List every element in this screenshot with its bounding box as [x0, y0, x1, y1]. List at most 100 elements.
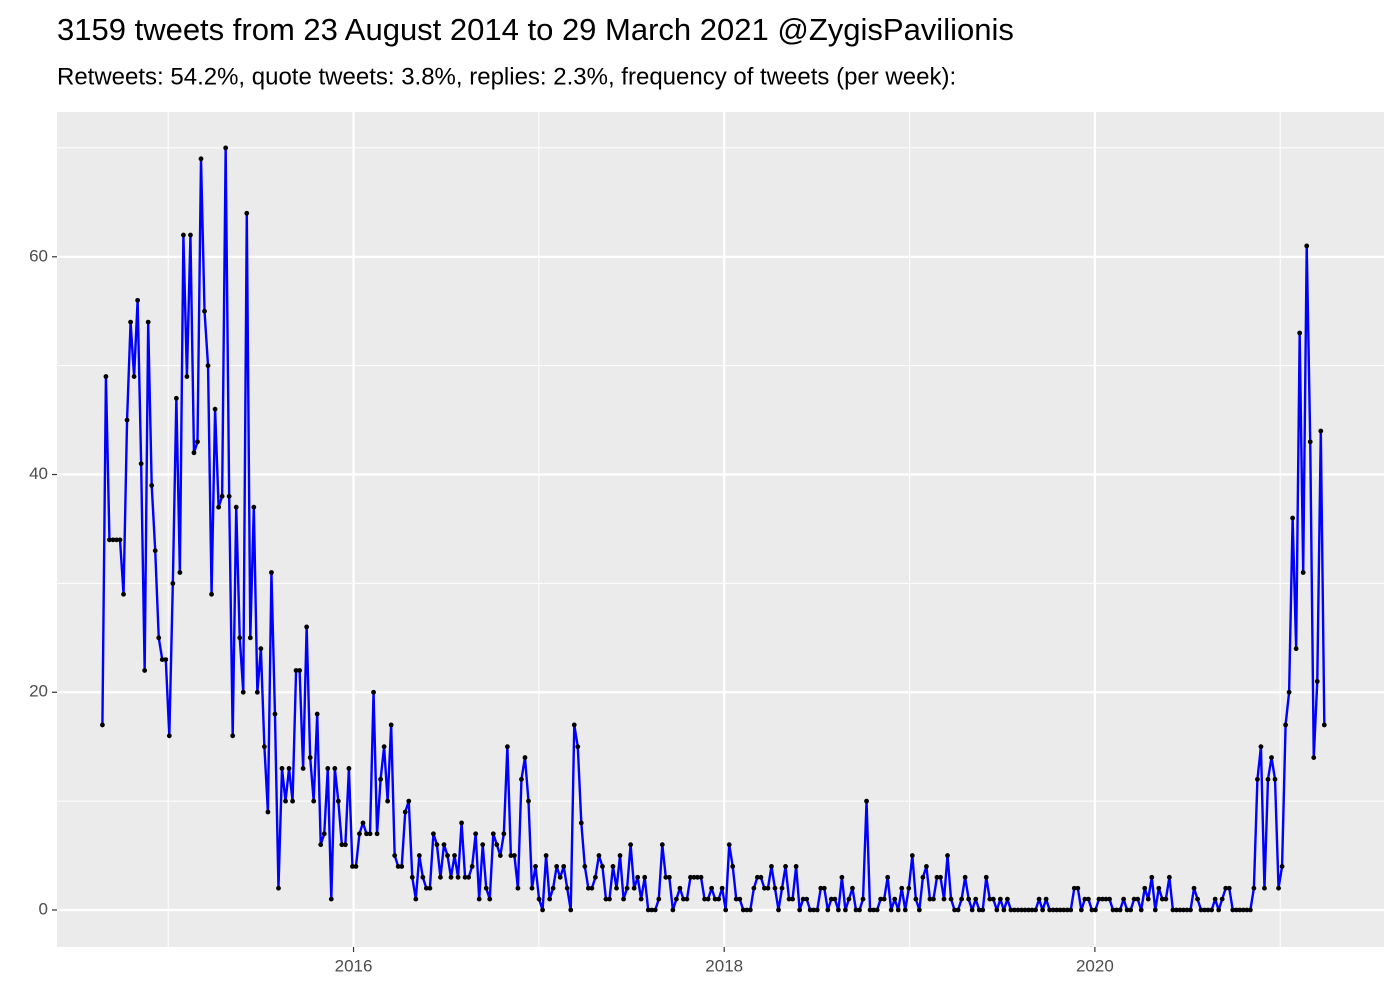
data-point — [864, 798, 869, 804]
data-point — [966, 896, 972, 902]
data-point — [205, 363, 211, 369]
data-point — [258, 646, 264, 652]
data-point — [948, 896, 954, 902]
data-point — [533, 864, 538, 869]
data-point — [990, 896, 996, 902]
data-point — [223, 145, 229, 151]
data-point — [269, 570, 274, 575]
data-point — [409, 874, 415, 880]
data-point — [1181, 907, 1186, 913]
data-point — [688, 874, 693, 880]
data-point — [702, 896, 707, 902]
data-point — [624, 885, 630, 891]
data-point — [1237, 907, 1243, 913]
data-point — [772, 885, 778, 891]
data-point — [1082, 896, 1088, 902]
data-point — [857, 907, 862, 913]
data-point — [811, 907, 817, 913]
data-point — [300, 766, 306, 771]
data-point — [184, 374, 190, 379]
data-point — [945, 853, 950, 858]
data-point — [261, 744, 267, 750]
data-point — [1068, 907, 1074, 913]
data-point — [790, 896, 795, 902]
data-point — [846, 896, 852, 902]
data-point — [191, 450, 197, 456]
data-point — [1004, 896, 1010, 902]
data-point — [416, 853, 422, 858]
data-point — [1029, 907, 1035, 913]
data-point — [962, 874, 968, 880]
data-point — [1265, 776, 1271, 782]
data-point — [1015, 907, 1021, 913]
data-point — [920, 874, 926, 880]
data-point — [1216, 907, 1222, 913]
y-tick-label: 20 — [29, 682, 48, 701]
data-point — [607, 896, 612, 902]
data-point — [177, 570, 183, 575]
data-point — [1019, 907, 1024, 913]
data-point — [698, 874, 704, 880]
data-point — [807, 907, 813, 913]
data-point — [659, 842, 665, 848]
x-tick-label: 2020 — [1076, 956, 1114, 975]
data-point — [434, 842, 440, 848]
data-point — [1307, 439, 1313, 445]
data-point — [420, 874, 426, 880]
data-point — [1043, 896, 1049, 902]
data-point — [656, 896, 662, 902]
plot-panel — [57, 112, 1384, 947]
data-point — [529, 885, 535, 891]
data-point — [1152, 907, 1158, 913]
data-point — [874, 907, 880, 913]
data-point — [1283, 722, 1288, 728]
data-point — [497, 853, 503, 858]
data-point — [367, 831, 373, 837]
data-point — [916, 907, 922, 913]
data-point — [800, 896, 806, 902]
data-point — [603, 896, 609, 902]
data-point — [402, 809, 408, 815]
data-point — [325, 766, 331, 771]
data-point — [571, 722, 577, 728]
data-point — [1209, 907, 1215, 913]
data-point — [814, 907, 820, 913]
data-point — [684, 896, 690, 902]
data-point — [614, 885, 619, 891]
data-point — [1064, 907, 1070, 913]
data-point — [103, 374, 109, 379]
data-point — [431, 831, 436, 837]
data-point — [469, 864, 475, 869]
data-point — [797, 907, 803, 913]
data-point — [832, 896, 838, 902]
data-point — [371, 689, 376, 695]
data-point — [1269, 755, 1274, 760]
data-point — [913, 896, 919, 902]
data-point — [1110, 907, 1116, 913]
data-point — [670, 907, 676, 913]
data-point — [1131, 896, 1137, 902]
data-point — [719, 885, 725, 891]
data-point — [730, 864, 736, 869]
data-point — [251, 504, 257, 510]
data-point — [487, 896, 493, 902]
data-point — [902, 907, 908, 913]
y-tick-label: 0 — [39, 899, 48, 918]
data-point — [293, 668, 299, 673]
data-point — [170, 580, 176, 586]
data-point — [578, 820, 584, 826]
data-point — [980, 907, 986, 913]
data-point — [765, 885, 771, 891]
data-point — [959, 896, 965, 902]
data-point — [1198, 907, 1204, 913]
data-point — [751, 885, 757, 891]
data-point — [941, 896, 947, 902]
data-point — [631, 885, 637, 891]
data-point — [804, 896, 810, 902]
data-point — [1159, 896, 1165, 902]
data-point — [413, 896, 419, 902]
data-point — [1244, 907, 1250, 913]
data-point — [159, 657, 165, 662]
data-point — [346, 766, 352, 771]
data-point — [286, 766, 292, 771]
